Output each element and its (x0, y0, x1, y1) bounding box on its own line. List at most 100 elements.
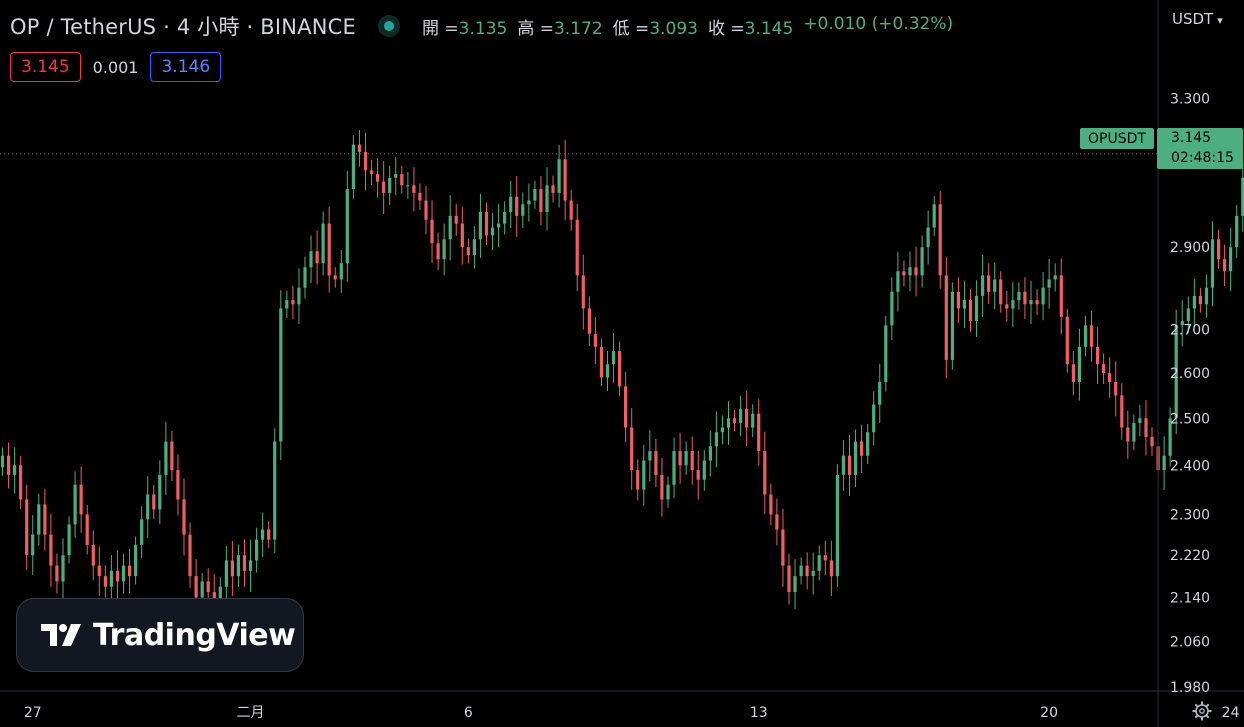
candle-body (1089, 325, 1094, 347)
candle-body (720, 427, 724, 433)
price-axis[interactable]: 3.300 2.900 2.700 2.600 2.500 2.400 2.300 2.220… (1170, 91, 1210, 696)
candle (164, 422, 168, 495)
candle (460, 206, 464, 265)
candle (660, 458, 664, 517)
sell-button[interactable]: 3.145 (10, 52, 81, 82)
candle (575, 204, 579, 292)
candle (1150, 427, 1154, 456)
candle (79, 466, 83, 533)
price-tick-label: 2.400 (1170, 458, 1210, 474)
candle (224, 545, 228, 602)
candle (19, 455, 23, 509)
time-tick-label: 二月 (237, 705, 265, 721)
candle (103, 565, 107, 598)
candle-body (394, 174, 398, 178)
candle-body (430, 219, 434, 244)
candle-body (841, 455, 845, 475)
candle-body (472, 239, 476, 256)
candle-body (73, 484, 77, 525)
candle (563, 139, 567, 221)
candle (835, 464, 839, 587)
gear-icon[interactable] (1191, 700, 1213, 722)
candle-body (781, 529, 785, 566)
currency-selector[interactable]: USDT ▾ (1172, 10, 1223, 28)
candle (932, 196, 936, 236)
candle (309, 235, 313, 284)
candle-body (672, 451, 676, 485)
candle (85, 504, 89, 555)
candle (914, 246, 918, 297)
candle-body (1108, 373, 1112, 382)
tradingview-logo[interactable]: TradingView (16, 598, 304, 672)
candle (714, 411, 718, 468)
candle-body (357, 144, 361, 152)
candle-body (1210, 239, 1215, 288)
candle-body (1077, 346, 1081, 382)
price-tick-label: 2.220 (1170, 548, 1210, 564)
candle-body (1223, 259, 1227, 272)
time-axis[interactable]: 27二月6132024三月 (24, 705, 1244, 721)
candle (829, 540, 833, 596)
candle (866, 423, 870, 465)
candle-body (164, 441, 168, 475)
candle-body (987, 275, 991, 292)
candle (860, 424, 864, 473)
candle-body (91, 544, 95, 566)
candle-body (823, 555, 827, 561)
candle (176, 454, 180, 516)
candle (406, 172, 410, 199)
candle-body (593, 333, 597, 347)
candle-body (509, 196, 513, 212)
high-label: 高 = (517, 18, 554, 39)
candle (545, 167, 549, 231)
candle (1126, 410, 1130, 459)
candle (97, 546, 101, 596)
candle (1089, 310, 1094, 362)
candle (533, 180, 537, 209)
candle (569, 189, 573, 231)
candle (170, 430, 174, 481)
bar-countdown: 02:48:15 (1171, 150, 1234, 166)
candle-body (315, 251, 319, 264)
candle-body (297, 287, 301, 305)
candle-body (1168, 418, 1172, 456)
price-tick-label: 2.140 (1170, 590, 1210, 606)
candle (950, 282, 954, 370)
candle-body (696, 470, 700, 480)
symbol-title[interactable]: OP / TetherUS · 4 小時 · BINANCE (10, 15, 356, 39)
candle (478, 193, 482, 258)
buy-button[interactable]: 3.146 (150, 52, 222, 82)
candle-body (490, 227, 495, 236)
candle (291, 285, 295, 319)
candle-body (1023, 291, 1027, 305)
candle (1096, 327, 1100, 384)
candle (182, 478, 186, 556)
market-status-icon[interactable] (378, 15, 400, 37)
candle (896, 251, 900, 312)
candle (43, 488, 47, 551)
candle-body (829, 560, 833, 577)
candle-body (726, 418, 731, 428)
candle-body (261, 529, 265, 540)
candle-body (1083, 325, 1088, 347)
candle (847, 435, 852, 496)
candle-body (7, 455, 11, 475)
candle (412, 167, 416, 212)
low-label: 低 = (612, 18, 650, 39)
candle-body (708, 446, 712, 461)
price-tick-label: 2.700 (1170, 323, 1210, 339)
candle-body (902, 271, 906, 276)
candle-body (666, 484, 670, 500)
time-tick-label: 24 (1222, 705, 1240, 721)
candle (817, 545, 821, 581)
candle-body (206, 581, 210, 593)
candle-body (835, 475, 839, 577)
candle (303, 256, 307, 299)
candle (515, 176, 519, 237)
candle (908, 251, 912, 292)
candle (690, 436, 694, 485)
symbol-price-tag: OPUSDT (1080, 128, 1154, 149)
candle-body (599, 346, 603, 378)
candle-body (545, 185, 549, 212)
